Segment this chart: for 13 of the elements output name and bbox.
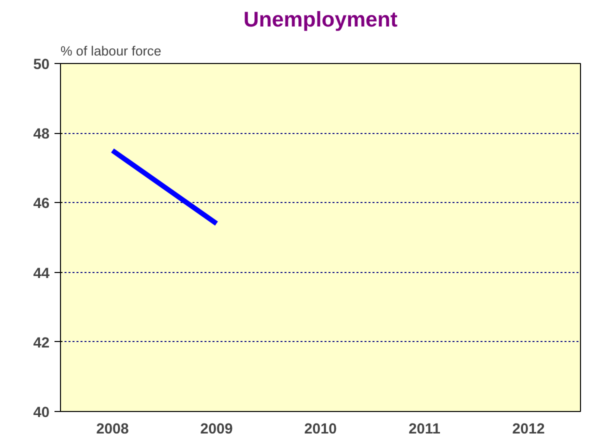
y-tick-label: 44 [33, 266, 50, 282]
y-tick-label: 46 [33, 196, 50, 212]
y-tick-label: 50 [33, 57, 50, 73]
x-tick-label: 2008 [96, 422, 129, 438]
x-tick-label: 2009 [200, 422, 233, 438]
x-tick-label: 2010 [304, 422, 337, 438]
y-axis-title: % of labour force [60, 44, 162, 58]
x-tick-label: 2012 [512, 422, 545, 438]
y-tick-label: 48 [33, 126, 50, 143]
y-tick-label: 40 [33, 405, 50, 421]
x-tick-label: 2011 [408, 422, 440, 438]
y-tick-label: 42 [33, 335, 50, 352]
chart-title: Unemployment [243, 8, 398, 32]
